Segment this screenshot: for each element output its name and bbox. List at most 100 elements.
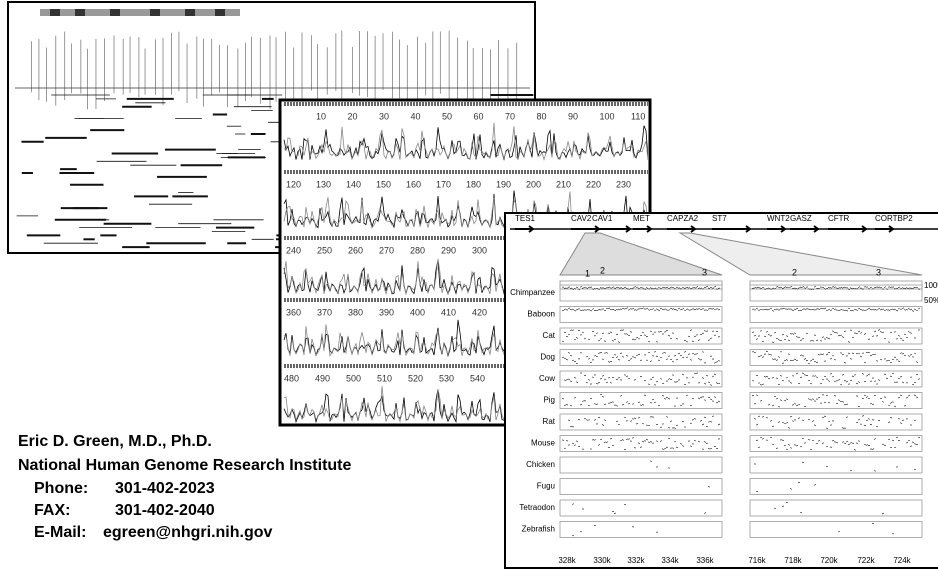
position-label: 160 bbox=[406, 179, 421, 189]
gene-label: CAV2 bbox=[571, 214, 592, 223]
position-label: 20 bbox=[348, 111, 358, 121]
x-tick-label: 720k bbox=[820, 556, 838, 565]
email: egreen@nhgri.nih.gov bbox=[103, 524, 272, 541]
position-label: 520 bbox=[408, 373, 423, 383]
position-label: 70 bbox=[505, 111, 515, 121]
position-label: 210 bbox=[556, 179, 571, 189]
percent-label: 50% bbox=[924, 296, 938, 305]
position-label: 420 bbox=[472, 307, 487, 317]
position-label: 230 bbox=[616, 179, 631, 189]
position-label: 290 bbox=[441, 245, 456, 255]
band bbox=[215, 9, 225, 16]
position-label: 80 bbox=[537, 111, 547, 121]
x-tick-label: 330k bbox=[593, 556, 611, 565]
position-label: 220 bbox=[586, 179, 601, 189]
species-label: Cat bbox=[543, 331, 556, 340]
position-label: 280 bbox=[410, 245, 425, 255]
species-label: Mouse bbox=[531, 439, 556, 448]
x-tick-label: 718k bbox=[784, 556, 802, 565]
species-label: Pig bbox=[543, 396, 555, 405]
contact-name: Eric D. Green, M.D., Ph.D. bbox=[18, 433, 212, 450]
gene-label: TES1 bbox=[515, 214, 536, 223]
slide: 10 20 30 40 50 60 70 80 90 100 110 120 130 140 150 160 1… bbox=[0, 0, 938, 580]
peak-label: 2 bbox=[600, 265, 605, 275]
band bbox=[110, 9, 120, 16]
position-label: 270 bbox=[379, 245, 394, 255]
gene-label: MET bbox=[633, 214, 650, 223]
position-label: 60 bbox=[474, 111, 484, 121]
position-label: 110 bbox=[631, 111, 645, 121]
gene-label: GASZ bbox=[790, 214, 812, 223]
peak-label: 3 bbox=[876, 267, 881, 277]
contact-institute: National Human Genome Research Institute bbox=[18, 457, 352, 474]
position-label: 500 bbox=[346, 373, 361, 383]
percent-label: 100% bbox=[924, 281, 938, 290]
contact-block: Eric D. Green, M.D., Ph.D. National Huma… bbox=[18, 433, 352, 541]
x-tick-label: 328k bbox=[558, 556, 576, 565]
position-label: 200 bbox=[526, 179, 541, 189]
position-label: 510 bbox=[377, 373, 392, 383]
gene-label: CAPZA2 bbox=[667, 214, 699, 223]
species-label: Tetraodon bbox=[519, 503, 555, 512]
position-label: 390 bbox=[379, 307, 394, 317]
band bbox=[75, 9, 85, 16]
position-label: 150 bbox=[376, 179, 391, 189]
band bbox=[185, 9, 195, 16]
position-label: 40 bbox=[411, 111, 421, 121]
species-label: Fugu bbox=[537, 482, 555, 491]
fax-label: FAX: bbox=[34, 502, 70, 519]
position-label: 130 bbox=[316, 179, 331, 189]
x-tick-label: 722k bbox=[857, 556, 875, 565]
email-label: E-Mail: bbox=[34, 524, 86, 541]
position-label: 530 bbox=[439, 373, 454, 383]
position-label: 250 bbox=[317, 245, 332, 255]
x-tick-label: 724k bbox=[893, 556, 911, 565]
position-label: 30 bbox=[379, 111, 389, 121]
position-label: 540 bbox=[470, 373, 485, 383]
position-label: 480 bbox=[284, 373, 299, 383]
species-label: Chimpanzee bbox=[510, 288, 555, 297]
peak-label: 1 bbox=[585, 268, 590, 278]
position-label: 260 bbox=[348, 245, 363, 255]
species-label: Chicken bbox=[526, 460, 555, 469]
species-label: Cow bbox=[539, 374, 555, 383]
x-tick-label: 334k bbox=[661, 556, 679, 565]
phone-label: Phone: bbox=[34, 480, 88, 497]
gene-label: WNT2 bbox=[767, 214, 790, 223]
position-label: 240 bbox=[286, 245, 301, 255]
band bbox=[150, 9, 160, 16]
position-label: 100 bbox=[600, 111, 615, 121]
position-label: 380 bbox=[348, 307, 363, 317]
gene-label: CFTR bbox=[828, 214, 850, 223]
x-tick-label: 716k bbox=[748, 556, 766, 565]
band bbox=[50, 9, 60, 16]
gene-label: ST7 bbox=[712, 214, 727, 223]
fax: 301-402-2040 bbox=[115, 502, 215, 519]
x-tick-label: 332k bbox=[627, 556, 645, 565]
position-label: 180 bbox=[466, 179, 481, 189]
position-label: 400 bbox=[410, 307, 425, 317]
phone: 301-402-2023 bbox=[115, 480, 215, 497]
position-label: 490 bbox=[315, 373, 330, 383]
position-label: 410 bbox=[441, 307, 456, 317]
species-label: Dog bbox=[540, 353, 555, 362]
gene-label: CAV1 bbox=[592, 214, 613, 223]
position-label: 360 bbox=[286, 307, 301, 317]
x-tick-label: 336k bbox=[696, 556, 714, 565]
position-label: 140 bbox=[346, 179, 361, 189]
peak-label: 3 bbox=[702, 267, 707, 277]
position-label: 50 bbox=[442, 111, 452, 121]
species-label: Zebrafish bbox=[522, 525, 555, 534]
position-label: 90 bbox=[568, 111, 578, 121]
position-label: 190 bbox=[496, 179, 511, 189]
chromosome-bar bbox=[40, 9, 240, 16]
position-label: 370 bbox=[317, 307, 332, 317]
species-label: Baboon bbox=[527, 310, 555, 319]
peak-label: 2 bbox=[792, 267, 797, 277]
position-label: 10 bbox=[316, 111, 326, 121]
gene-label: CORTBP2 bbox=[875, 214, 913, 223]
position-label: 170 bbox=[436, 179, 451, 189]
species-label: Rat bbox=[543, 417, 556, 426]
conservation-panel: TES1 CAV2CAV1 MET CAPZA2 ST7 WNT2GASZ CFTR CORT… bbox=[505, 213, 938, 568]
position-label: 120 bbox=[286, 179, 301, 189]
